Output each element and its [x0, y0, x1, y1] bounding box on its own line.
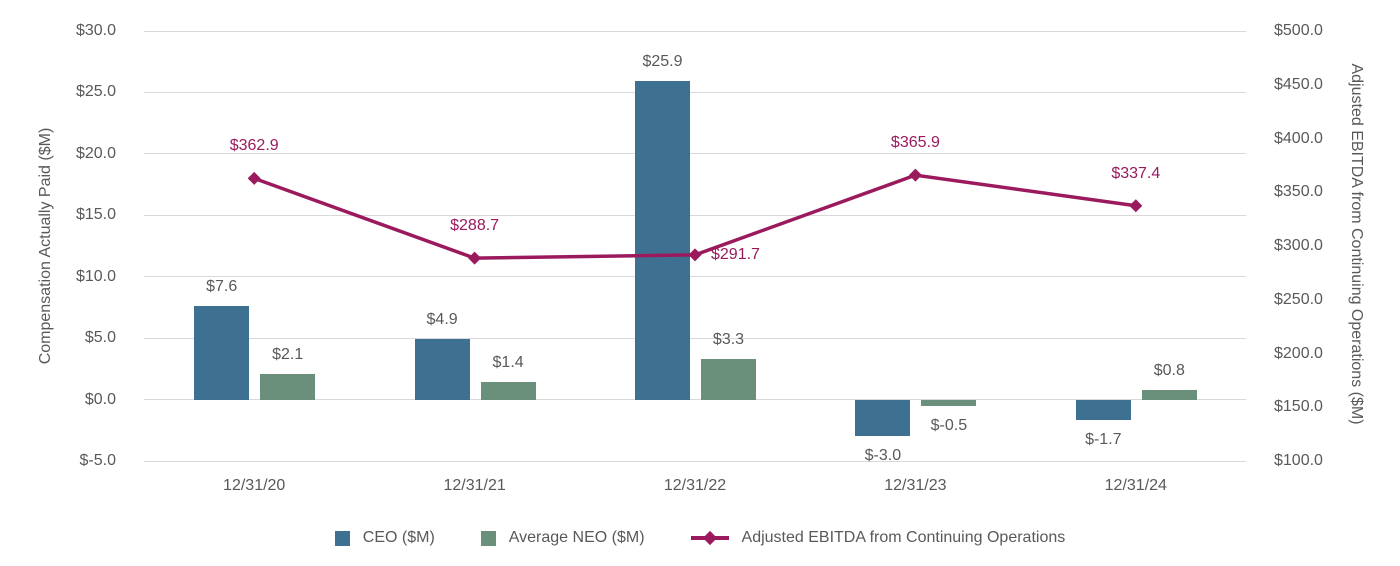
x-axis-tick-label: 12/31/23	[884, 477, 947, 494]
right-axis-tick-label: $350.0	[1274, 183, 1323, 201]
legend-label-ebitda: Adjusted EBITDA from Continuing Operatio…	[741, 529, 1066, 546]
right-axis-tick-label: $450.0	[1274, 75, 1323, 93]
diamond-icon	[702, 530, 717, 546]
ceo-bar-data-label: $7.6	[206, 278, 238, 296]
left-axis-tick-label: $0.0	[84, 390, 116, 408]
right-axis-tick-label: $300.0	[1274, 237, 1323, 254]
ceo-bar	[194, 306, 250, 400]
diamond-marker-icon	[688, 248, 702, 262]
ebitda-line-marker-icon	[690, 530, 729, 546]
right-axis-tick-label: $250.0	[1274, 290, 1323, 308]
gridline	[144, 460, 1246, 462]
ceo-swatch-icon	[334, 530, 350, 546]
left-axis-tick-label: $20.0	[75, 144, 116, 162]
neo-bar-data-label: $3.3	[712, 331, 745, 349]
left-axis-tick-label: $25.0	[75, 83, 116, 101]
gridline	[144, 214, 1246, 216]
ebitda-line-path	[253, 173, 1137, 260]
ceo-bar	[635, 81, 690, 400]
x-axis-tick-label: 12/31/24	[1104, 477, 1167, 494]
x-axis-tick-label: 12/31/21	[443, 477, 506, 494]
legend-item-ebitda: Adjusted EBITDA from Continuing Operatio…	[690, 529, 1066, 547]
neo-bar	[260, 373, 316, 400]
left-axis-tick-label: $-5.0	[79, 452, 116, 469]
gridline	[144, 153, 1246, 155]
x-axis-tick-label: 12/31/20	[223, 477, 286, 494]
right-axis-tick-label: $200.0	[1274, 344, 1323, 362]
ceo-bar	[855, 399, 911, 437]
ceo-bar-data-label: $-1.7	[1085, 431, 1122, 449]
diamond-marker-icon	[247, 171, 261, 185]
legend-item-neo: Average NEO ($M)	[480, 529, 645, 547]
left-axis-title: Compensation Actually Paid ($M)	[37, 127, 54, 365]
gridline	[144, 276, 1246, 278]
legend-label-neo: Average NEO ($M)	[508, 529, 645, 546]
ebitda-data-label: $337.4	[1111, 164, 1161, 182]
ebitda-data-label: $362.9	[229, 137, 279, 155]
neo-bar	[480, 382, 536, 400]
neo-swatch-icon	[480, 530, 496, 546]
x-axis-tick-label: 12/31/22	[663, 477, 727, 494]
diamond-marker-icon	[1129, 199, 1143, 213]
right-axis-title: Adjusted EBITDA from Continuing Operatio…	[1348, 63, 1365, 425]
neo-bar-data-label: $1.4	[492, 354, 524, 372]
ebitda-data-label: $288.7	[450, 217, 500, 235]
ceo-bar-data-label: $4.9	[426, 311, 458, 329]
legend-item-ceo: CEO ($M)	[334, 529, 435, 547]
left-axis-tick-label: $15.0	[75, 206, 116, 224]
neo-bar	[701, 359, 756, 400]
neo-bar-data-label: $-0.5	[930, 416, 968, 434]
gridline	[144, 337, 1246, 339]
neo-bar	[921, 399, 977, 406]
legend-label-ceo: CEO ($M)	[362, 529, 435, 546]
ebitda-data-label: $291.7	[711, 245, 760, 263]
neo-bar	[1141, 389, 1197, 400]
ebitda-data-label: $365.9	[890, 134, 940, 152]
right-axis-tick-label: $150.0	[1274, 398, 1323, 416]
diamond-marker-icon	[468, 251, 482, 265]
neo-bar-data-label: $2.1	[272, 345, 304, 363]
right-axis-tick-label: $400.0	[1274, 129, 1323, 147]
ceo-bar	[414, 339, 470, 400]
ceo-bar	[1075, 399, 1131, 421]
gridline	[144, 91, 1246, 93]
left-axis-tick-label: $30.0	[75, 22, 116, 39]
right-axis-tick-label: $100.0	[1274, 452, 1323, 469]
diamond-marker-icon	[908, 168, 922, 182]
gridline	[144, 30, 1246, 32]
left-axis-tick-label: $5.0	[84, 329, 116, 347]
gridline	[144, 399, 1246, 401]
right-axis-tick-label: $500.0	[1274, 22, 1323, 39]
left-axis-tick-label: $10.0	[75, 267, 116, 285]
legend: CEO ($M) Average NEO ($M) Adjusted EBITD…	[0, 529, 1400, 547]
ceo-bar-data-label: $25.9	[642, 53, 683, 71]
ceo-bar-data-label: $-3.0	[864, 447, 902, 465]
neo-bar-data-label: $0.8	[1153, 361, 1185, 379]
